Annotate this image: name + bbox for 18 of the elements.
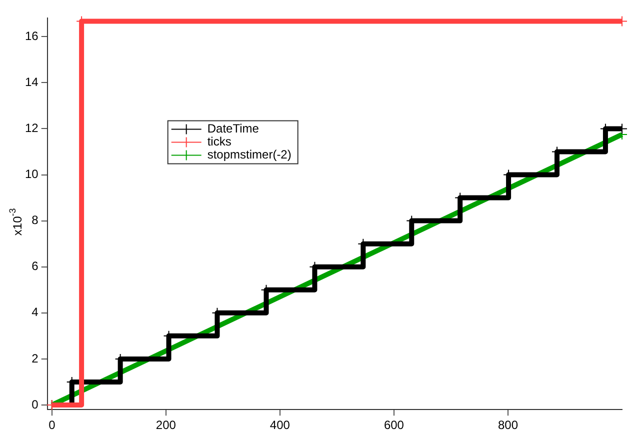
y-tick-label: 6	[32, 259, 39, 274]
x-tick-label: 0	[48, 418, 56, 432]
x-tick-label: 600	[384, 418, 404, 432]
y-tick-label: 16	[24, 28, 39, 43]
y-tick-label: 10	[24, 167, 39, 182]
legend-label: ticks	[207, 134, 232, 149]
y-tick-label: 12	[24, 121, 39, 136]
y-tick-label: 2	[32, 351, 39, 366]
x-tick-label: 800	[498, 418, 518, 432]
y-tick-label: 8	[32, 213, 39, 228]
legend-label: stopmstimer(-2)	[207, 148, 292, 162]
y-axis-title: x10-3	[7, 208, 24, 236]
y-tick-label: 4	[32, 305, 39, 320]
x-tick-label: 400	[270, 418, 290, 432]
x-tick-label: 200	[156, 418, 176, 432]
y-tick-label: 14	[24, 74, 39, 89]
legend-label: DateTime	[207, 122, 260, 136]
y-tick-label: 0	[32, 397, 39, 412]
